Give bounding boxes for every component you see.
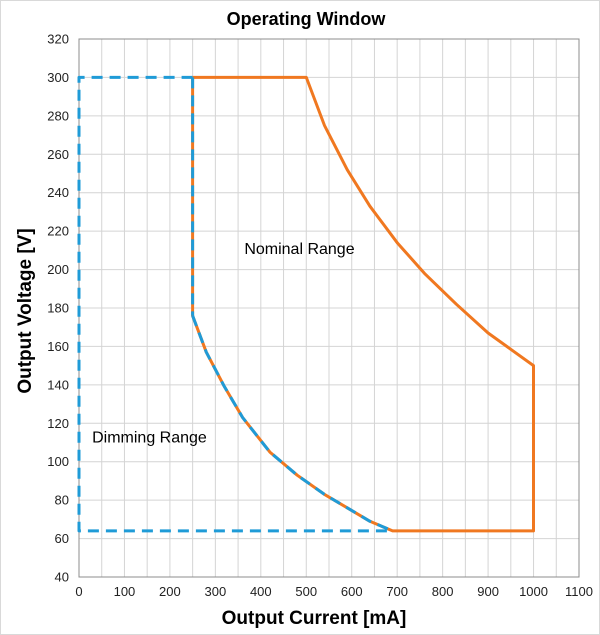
y-tick-label: 100 [47, 454, 69, 469]
x-tick-label: 1100 [565, 584, 593, 599]
chart-title: Operating Window [227, 9, 387, 29]
y-tick-label: 300 [47, 70, 69, 85]
x-tick-label: 900 [477, 584, 499, 599]
y-tick-label: 80 [55, 493, 69, 508]
y-axis-title: Output Voltage [V] [15, 228, 36, 393]
annotation-label: Dimming Range [92, 430, 207, 447]
x-tick-label: 700 [386, 584, 408, 599]
x-tick-label: 500 [295, 584, 317, 599]
x-tick-label: 0 [75, 584, 82, 599]
annotations: Nominal Range Dimming Range [92, 241, 355, 446]
x-tick-label: 800 [432, 584, 454, 599]
x-tick-label: 300 [205, 584, 227, 599]
x-tick-label: 100 [114, 584, 136, 599]
y-tick-label: 140 [47, 377, 69, 392]
annotation-label: Nominal Range [244, 241, 354, 258]
y-axis-tick-labels: 40 60 80 100 120 140 160 180 200 220 240 260 280 300 3… [47, 32, 69, 585]
y-tick-label: 260 [47, 147, 69, 162]
x-tick-label: 600 [341, 584, 363, 599]
y-tick-label: 240 [47, 185, 69, 200]
y-tick-label: 120 [47, 416, 69, 431]
x-axis-title: Output Current [mA] [222, 608, 407, 629]
grid-lines [79, 39, 579, 577]
x-tick-label: 400 [250, 584, 272, 599]
dimming-range-line-3 [191, 315, 394, 533]
y-tick-label: 60 [55, 531, 69, 546]
x-tick-label: 200 [159, 584, 181, 599]
y-tick-label: 220 [47, 224, 69, 239]
y-tick-label: 40 [55, 570, 69, 585]
y-tick-label: 200 [47, 262, 69, 277]
y-tick-label: 160 [47, 339, 69, 354]
x-axis-tick-labels: 0 100 200 300 400 500 600 700 800 900 1000 1100 [75, 584, 593, 599]
series-lines [77, 75, 535, 533]
x-tick-label: 1000 [519, 584, 548, 599]
y-tick-label: 320 [47, 32, 69, 47]
y-tick-label: 180 [47, 301, 69, 316]
dimming-range-line-1 [77, 75, 393, 533]
nominal-range-line-0 [191, 75, 535, 533]
y-tick-label: 280 [47, 108, 69, 123]
